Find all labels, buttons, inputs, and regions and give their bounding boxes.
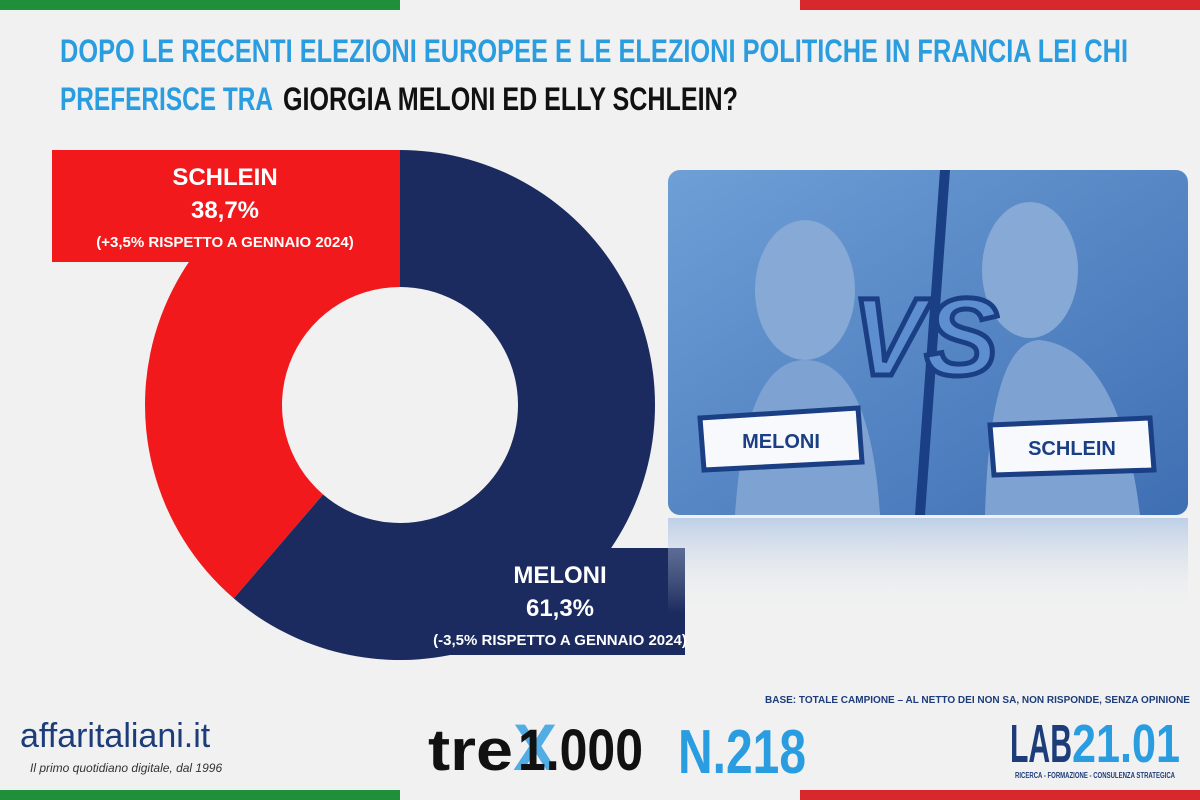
base-note: BASE: TOTALE CAMPIONE – AL NETTO DEI NON… — [765, 695, 1190, 706]
flag-green — [0, 790, 400, 800]
name-label: MELONI — [742, 431, 820, 453]
photo-panel: VS MELONI SCHLEIN — [668, 170, 1188, 613]
lab-logo: LAB — [1010, 714, 1072, 774]
lab-logo: 21.01 — [1072, 714, 1180, 774]
title-highlight: GIORGIA MELONI ED ELLY SCHLEIN? — [283, 81, 738, 117]
label-box — [400, 548, 685, 655]
logo-trex: tre — [428, 718, 513, 783]
label-box — [52, 150, 398, 262]
category-label: SCHLEIN — [172, 164, 277, 191]
logo-x: X — [513, 710, 557, 784]
note-label: (+3,5% RISPETTO A GENNAIO 2024) — [96, 234, 353, 251]
slice — [233, 150, 655, 661]
category-label: MELONI — [513, 562, 606, 589]
logo-trex: 1.000 — [518, 718, 643, 783]
reflection — [668, 518, 1188, 613]
lab-tagline: RICERCA - FORMAZIONE - CONSULENZA STRATE… — [1015, 771, 1175, 780]
vs: VS — [852, 276, 999, 399]
title: DOPO LE RECENTI ELEZIONI EUROPEE E LE EL… — [60, 33, 1128, 69]
flag-green — [0, 0, 400, 10]
portrait — [755, 220, 855, 360]
issue: N.218 — [678, 718, 806, 787]
brand: affaritaliani.it — [20, 717, 211, 755]
portrait — [982, 202, 1078, 338]
flag-red — [800, 0, 1200, 10]
slice — [145, 150, 400, 599]
note-label: (-3,5% RISPETTO A GENNAIO 2024) — [433, 632, 687, 649]
title: PREFERISCE TRA — [60, 81, 273, 117]
flag-red — [800, 790, 1200, 800]
slice-labels: SCHLEIN 38,7% (+3,5% RISPETTO A GENNAIO 20… — [52, 150, 687, 655]
name-plate — [987, 415, 1157, 478]
donut — [145, 150, 655, 661]
tagline: Il primo quotidiano digitale, dal 1996 — [30, 761, 222, 775]
divider — [915, 170, 950, 515]
value-label: 38,7% — [191, 197, 259, 224]
name-label: SCHLEIN — [1028, 438, 1116, 460]
value-label: 61,3% — [526, 595, 594, 622]
name-plate — [697, 405, 865, 473]
